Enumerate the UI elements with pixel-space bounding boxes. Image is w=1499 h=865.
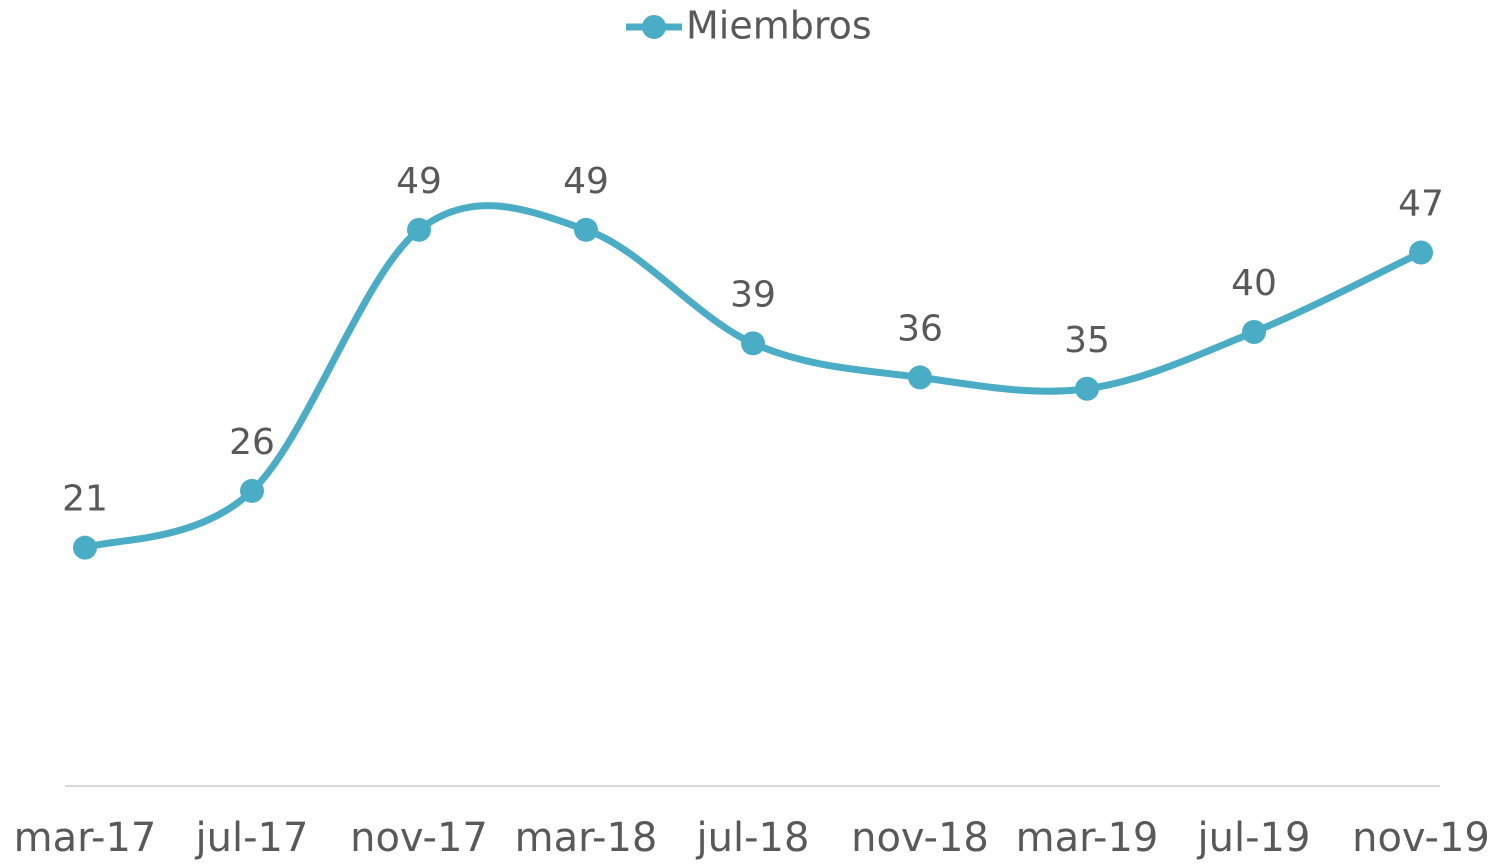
point bbox=[741, 331, 765, 356]
x-tick-label: jul-18 bbox=[696, 815, 810, 861]
data-label: 21 bbox=[62, 479, 108, 520]
data-label: 49 bbox=[563, 161, 609, 202]
data-label: 36 bbox=[897, 308, 943, 349]
series-line bbox=[83, 202, 1423, 552]
x-tick-label: jul-19 bbox=[1197, 815, 1311, 861]
x-tick-label: mar-17 bbox=[14, 815, 157, 861]
x-tick-label: jul-17 bbox=[195, 815, 309, 861]
x-tick-label: nov-18 bbox=[851, 815, 989, 861]
legend-label: Miembros bbox=[686, 4, 872, 48]
point bbox=[407, 217, 431, 242]
data-label: 40 bbox=[1231, 263, 1277, 304]
data-label: 39 bbox=[730, 274, 776, 315]
data-label: 26 bbox=[229, 422, 275, 463]
x-tick-label: mar-18 bbox=[515, 815, 658, 861]
x-tick-label: mar-19 bbox=[1016, 815, 1159, 861]
x-tick-label: nov-17 bbox=[350, 815, 488, 861]
point bbox=[73, 535, 97, 560]
data-label: 49 bbox=[396, 161, 442, 202]
point bbox=[240, 478, 264, 503]
point bbox=[908, 365, 932, 390]
data-label: 47 bbox=[1398, 184, 1444, 225]
point bbox=[1075, 376, 1099, 401]
point bbox=[1242, 320, 1266, 344]
data-label: 35 bbox=[1064, 320, 1110, 361]
x-tick-label: nov-19 bbox=[1352, 815, 1490, 861]
point bbox=[1409, 240, 1433, 265]
legend-marker bbox=[642, 15, 666, 39]
point bbox=[574, 217, 598, 242]
